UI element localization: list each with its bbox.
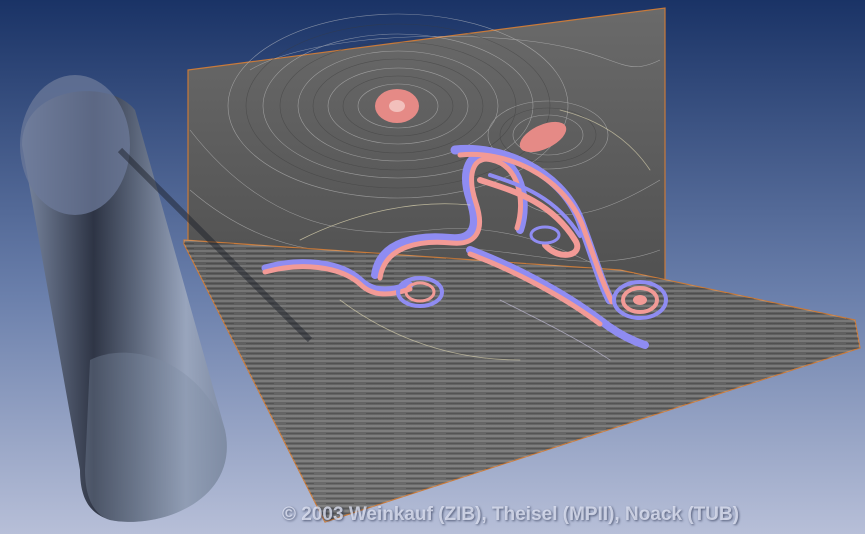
critical-point-disk xyxy=(375,89,419,123)
cylinder xyxy=(20,75,313,522)
critical-point-disk xyxy=(519,121,567,153)
streamlines xyxy=(261,109,668,361)
copyright-notice: © 2003 Weinkauf (ZIB), Theisel (MPII), N… xyxy=(282,504,740,525)
horizontal-plane xyxy=(183,239,861,523)
cylinder-front xyxy=(85,352,227,522)
